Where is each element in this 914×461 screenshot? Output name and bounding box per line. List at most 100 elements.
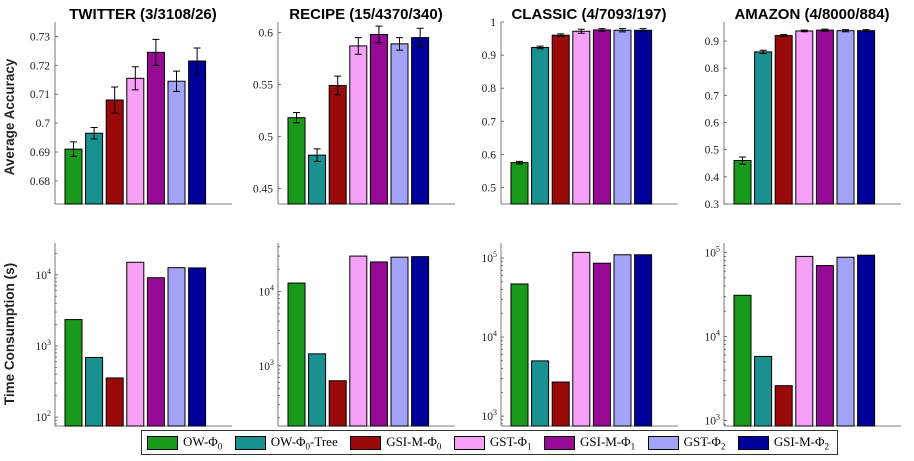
legend-item-7: GSI-M-Φ2 [737, 433, 829, 452]
classic-accuracy-errorbar-4 [577, 28, 585, 34]
recipe-time-bar-4 [349, 255, 368, 427]
recipe-accuracy-bar-4 [349, 45, 368, 205]
classic-accuracy-bar-6 [613, 29, 632, 205]
legend-item-4: GST-Φ1 [453, 434, 532, 451]
recipe-time-bar-3 [328, 380, 347, 427]
recipe-accuracy-bar-7 [411, 37, 430, 205]
recipe-time-bar-7 [411, 256, 430, 427]
recipe-time-bar-5 [369, 261, 388, 427]
twitter-time-bar-4 [126, 261, 145, 427]
twitter-time-bar-3 [105, 377, 124, 427]
legend: OW-Φ0 OW-Φ0-Tree GSI-M-Φ0 GST-Φ1 GSI-M-Φ1 GST… [141, 430, 838, 455]
panel-twitter-accuracy: 0.68 0.69 0.7 0.71 0.72 0.73 [30, 22, 232, 205]
panel-recipe-accuracy: 0.45 0.5 0.55 0.6 [253, 22, 455, 205]
twitter-accuracy-errorbar-5 [152, 38, 160, 66]
twitter-accuracy-errorbar-2 [90, 126, 98, 140]
recipe-accuracy-errorbar-6 [396, 37, 403, 51]
twitter-time-bar-5 [146, 277, 165, 427]
twitter-accuracy-bar-1 [64, 148, 83, 205]
title-classic: CLASSIC (4/7093/197) [511, 6, 666, 23]
recipe-accuracy-ytick-label: 0.6 [259, 27, 274, 39]
twitter-accuracy-bar-4 [126, 77, 145, 205]
legend-swatch [544, 435, 575, 450]
recipe-time-bar-2 [308, 353, 327, 427]
legend-label: GSI-M-Φ2 [773, 433, 829, 452]
amazon-time-bar-4 [795, 255, 814, 427]
recipe-accuracy-bar-6 [390, 43, 409, 205]
amazon-time-ytick-label: 103 [705, 413, 721, 428]
twitter-accuracy-errorbar-7 [193, 47, 201, 75]
twitter-accuracy-errorbar-6 [173, 70, 180, 92]
twitter-accuracy-errorbar-3 [111, 86, 119, 114]
legend-label: OW-Φ0 [183, 433, 223, 452]
recipe-accuracy-errorbar-2 [313, 148, 321, 162]
title-recipe: RECIPE (15/4370/340) [289, 6, 442, 23]
twitter-time-ytick-label: 104 [36, 267, 52, 282]
recipe-time-bar-1 [287, 282, 306, 427]
classic-time-bar-3 [551, 381, 570, 427]
recipe-accuracy-errorbar-7 [416, 27, 424, 48]
classic-time-bar-4 [572, 251, 591, 427]
panel-recipe-time: 103 104 [259, 243, 455, 427]
legend-label: GST-Φ2 [683, 433, 726, 452]
panel-twitter-time: 102 103 104 [36, 243, 232, 427]
classic-accuracy-errorbar-1 [516, 160, 523, 165]
recipe-accuracy-errorbar-4 [354, 37, 362, 55]
legend-swatch [350, 435, 382, 450]
recipe-time-ytick-label: 104 [259, 284, 275, 299]
recipe-accuracy-bar-1 [287, 117, 306, 205]
classic-time-bar-7 [634, 254, 653, 427]
amazon-accuracy-bar-2 [754, 51, 773, 205]
classic-accuracy-errorbar-3 [557, 33, 565, 38]
amazon-accuracy-bar-4 [795, 30, 814, 205]
amazon-accuracy-ytick-label: 0.4 [705, 172, 720, 184]
twitter-accuracy-bar-2 [85, 132, 104, 205]
amazon-accuracy-bar-5 [815, 29, 834, 205]
recipe-accuracy-ytick-label: 0.55 [253, 79, 273, 91]
legend-swatch [453, 435, 485, 450]
classic-time-bar-6 [613, 254, 632, 427]
amazon-time-bar-3 [774, 385, 793, 427]
panel-classic-time: 103 104 105 [482, 243, 678, 427]
classic-time-ytick-label: 104 [482, 329, 498, 344]
recipe-accuracy-errorbar-3 [334, 75, 342, 96]
legend-label: GSI-M-Φ1 [580, 433, 636, 452]
ylabel-accuracy: Average Accuracy [2, 58, 17, 175]
amazon-accuracy-errorbar-1 [739, 156, 746, 165]
amazon-accuracy-errorbar-4 [800, 29, 808, 33]
recipe-accuracy-ytick-label: 0.45 [253, 183, 273, 195]
classic-time-ytick-label: 105 [482, 250, 498, 265]
amazon-accuracy-bar-3 [774, 35, 793, 205]
title-twitter: TWITTER (3/3108/26) [69, 6, 217, 23]
classic-accuracy-errorbar-7 [639, 28, 647, 33]
twitter-time-bar-7 [188, 267, 207, 427]
classic-accuracy-errorbar-6 [619, 28, 626, 33]
twitter-accuracy-ytick-label: 0.69 [30, 147, 50, 159]
legend-swatch [647, 435, 679, 450]
classic-time-ytick-label: 103 [482, 408, 498, 423]
amazon-time-bar-5 [815, 265, 834, 427]
classic-accuracy-bar-3 [551, 34, 570, 205]
recipe-accuracy-bar-5 [369, 33, 388, 205]
classic-accuracy-ytick-label: 1 [490, 17, 496, 29]
recipe-accuracy-bar-2 [308, 154, 327, 205]
amazon-accuracy-ytick-label: 0.3 [705, 199, 720, 211]
amazon-accuracy-errorbar-5 [821, 28, 829, 32]
amazon-accuracy-bar-1 [733, 160, 752, 205]
amazon-time-bar-7 [857, 254, 876, 427]
classic-accuracy-bar-1 [510, 162, 529, 205]
twitter-time-bar-1 [64, 319, 83, 427]
classic-accuracy-ytick-label: 0.5 [482, 182, 497, 194]
legend-item-1: OW-Φ0 [147, 433, 223, 452]
amazon-accuracy-errorbar-2 [759, 49, 767, 55]
twitter-accuracy-bar-6 [167, 80, 186, 205]
recipe-accuracy-ytick-label: 0.5 [259, 131, 274, 143]
recipe-time-ytick-label: 103 [259, 358, 275, 373]
amazon-time-bar-6 [836, 256, 855, 427]
legend-item-5: GSI-M-Φ1 [544, 433, 636, 452]
amazon-accuracy-bar-6 [836, 30, 855, 205]
twitter-accuracy-ytick-label: 0.72 [30, 60, 50, 72]
twitter-accuracy-bar-3 [105, 99, 124, 205]
legend-item-3: GSI-M-Φ0 [350, 434, 441, 451]
legend-label: OW-Φ0-Tree [270, 433, 338, 452]
